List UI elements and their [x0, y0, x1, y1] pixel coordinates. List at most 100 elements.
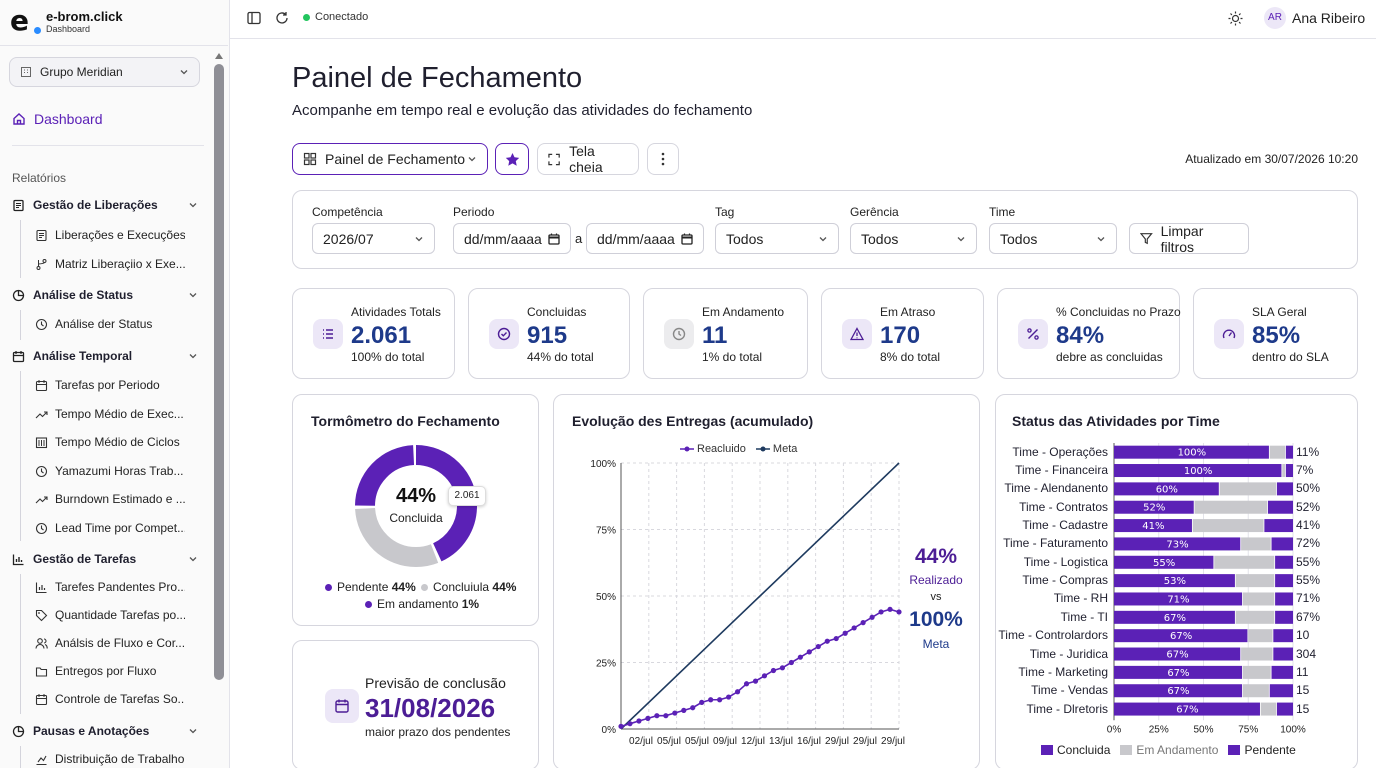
more-vertical-icon	[661, 152, 665, 166]
sidebar-item[interactable]: Quantidade Tarefas po...	[35, 608, 185, 622]
sidebar-item[interactable]: Liberações e Execuções	[35, 228, 185, 242]
brand-name: e-brom.click	[46, 8, 123, 24]
bar-segment-pendente	[1273, 647, 1293, 661]
periodo-to-input[interactable]: dd/mm/aaaa	[586, 223, 704, 254]
bar-segment-concluida	[1114, 500, 1194, 514]
bar-value-label: 41%	[1142, 521, 1164, 532]
building-icon	[21, 67, 31, 77]
more-options-button[interactable]	[647, 143, 679, 175]
gauge-card: Tormômetro do Fechamento 44% Concluida 2…	[292, 394, 539, 626]
competencia-select[interactable]: 2026/07	[312, 223, 435, 254]
chevron-down-icon	[415, 236, 423, 241]
sidebar-item[interactable]: Tempo Médio de Exec...	[35, 407, 185, 421]
sidebar-item[interactable]: Tempo Médio de Ciclos	[35, 435, 185, 449]
refresh-icon[interactable]	[275, 11, 289, 25]
sidebar-item[interactable]: Yamazumi Horas Trab...	[35, 464, 185, 478]
sidebar-group-label: Análise Temporal	[33, 349, 133, 363]
tag-select[interactable]: Todos	[715, 223, 839, 254]
fullscreen-label: Tela cheia	[569, 143, 603, 175]
kpi-sub: debre as concluidas	[1056, 350, 1163, 364]
theme-toggle-icon[interactable]	[1228, 11, 1243, 26]
sidebar-item[interactable]: Tarefas por Periodo	[35, 378, 185, 392]
sidebar-item[interactable]: Análsis de Fluxo e Cor...	[35, 636, 185, 650]
gerencia-select[interactable]: Todos	[850, 223, 977, 254]
bar-segment-em-andamento	[1214, 555, 1275, 569]
kpi-sub: dentro do SLA	[1252, 350, 1329, 364]
sidebar-divider	[0, 45, 228, 46]
team-name: Time - Dlretoris	[1026, 701, 1108, 716]
bar-value-label: 60%	[1156, 484, 1178, 495]
sidebar-item[interactable]: Distribuição de Trabalho	[35, 752, 185, 766]
forecast-card: Previsão de conclusão 31/08/2026 maior p…	[292, 640, 539, 768]
team-name: Time - Contratos	[1019, 499, 1108, 514]
kpi-label: Em Andamento	[702, 305, 785, 319]
team-name: Time - Controlardors	[998, 628, 1108, 643]
team-status-card: Status das Atividades por Time Time - Op…	[995, 394, 1358, 768]
clock-icon	[35, 465, 48, 477]
periodo-from-input[interactable]: dd/mm/aaaa	[453, 223, 571, 254]
chevron-down-icon	[957, 236, 965, 241]
bar-value-label: 67%	[1164, 613, 1186, 624]
evolution-line-chart: 0% 25% 50% 75% 100% 02/jul 05/jul 05/jul 09/jul 1…	[590, 459, 905, 747]
sidebar-item[interactable]: Controle de Tarefas So...	[35, 692, 185, 706]
clock-icon	[35, 522, 48, 534]
brand[interactable]: e e-brom.click Dashboard	[10, 7, 123, 36]
pending-value-label: 41%	[1296, 518, 1321, 533]
chevron-down-icon	[189, 557, 197, 562]
sidebar-toggle-icon[interactable]	[247, 11, 261, 25]
sidebar-item[interactable]: Tarefes Pandentes Pro...	[35, 580, 185, 594]
sidebar-item[interactable]: Análise der Status	[35, 317, 185, 331]
data-point-realizado	[618, 723, 624, 729]
scroll-up-arrow-icon[interactable]	[215, 53, 223, 59]
bar-value-label: 73%	[1166, 539, 1188, 550]
chevron-down-icon	[468, 157, 476, 162]
gauge-tooltip: 2.061	[448, 486, 486, 506]
panel-select[interactable]: Painel de Fechamento	[292, 143, 488, 175]
home-icon	[13, 113, 25, 125]
sidebar-item[interactable]: Entregos por Fluxo	[35, 664, 185, 678]
sidebar-scrollbar-thumb[interactable]	[214, 64, 224, 680]
sidebar-section-title: Relatórios	[12, 171, 67, 185]
pending-value-label: 7%	[1296, 463, 1314, 478]
user-name[interactable]: Ana Ribeiro	[1292, 10, 1366, 26]
pending-value-label: 15	[1296, 683, 1310, 698]
data-point-realizado	[788, 659, 794, 666]
bar-segment-em-andamento	[1242, 684, 1269, 698]
nav-dashboard[interactable]: Dashboard	[12, 111, 103, 127]
time-select[interactable]: Todos	[989, 223, 1117, 254]
sidebar-group-label: Gestão de Tarefas	[33, 552, 137, 566]
sidebar-group-status[interactable]: Análise de Status	[12, 288, 198, 302]
data-point-realizado	[708, 697, 714, 703]
alert-triangle-icon	[842, 319, 872, 349]
x-tick-label: 29/jul	[853, 736, 877, 747]
data-point-realizado	[672, 710, 678, 716]
avatar[interactable]: AR	[1264, 7, 1286, 29]
sidebar-group-temporal[interactable]: Análise Temporal	[12, 349, 198, 363]
kpi-sub: 8% do total	[880, 350, 941, 364]
fullscreen-button[interactable]: Tela cheia	[537, 143, 639, 175]
bar-segment-em-andamento	[1282, 464, 1286, 478]
bar-segment-em-andamento	[1219, 482, 1277, 496]
forecast-label: Previsão de conclusão	[365, 675, 506, 691]
chevron-down-icon	[180, 70, 188, 75]
clear-filters-button[interactable]: Limpar filtros	[1129, 222, 1249, 255]
clear-filters-label: Limpar filtros	[1160, 222, 1204, 255]
sidebar-group-liberacoes[interactable]: Gestão de Liberações	[12, 198, 198, 212]
sidebar-item[interactable]: Matriz Liberaçiio x Exe...	[35, 257, 185, 271]
sidebar-item-label: Tarefas por Periodo	[55, 378, 160, 392]
sidebar-item[interactable]: Lead Time por Compet...	[35, 521, 185, 535]
org-select[interactable]: Grupo Meridian	[9, 57, 200, 87]
sidebar-group-tarefas[interactable]: Gestão de Tarefas	[12, 552, 198, 566]
pending-value-label: 52%	[1296, 499, 1321, 514]
favorite-button[interactable]	[495, 143, 529, 175]
x-tick-label: 09/jul	[713, 736, 737, 747]
line-legend: Reacluido Meta	[680, 443, 797, 455]
bar-segment-pendente	[1269, 684, 1293, 698]
bar-value-label: 55%	[1153, 558, 1175, 569]
tree-line	[20, 220, 21, 278]
sidebar-item[interactable]: Burndown Estimado e ...	[35, 492, 185, 506]
brand-logo: e	[10, 7, 41, 36]
sidebar-group-pausas[interactable]: Pausas e Anotações	[12, 724, 198, 738]
pending-value-label: 55%	[1296, 573, 1321, 588]
bar-value-label: 53%	[1164, 576, 1186, 587]
